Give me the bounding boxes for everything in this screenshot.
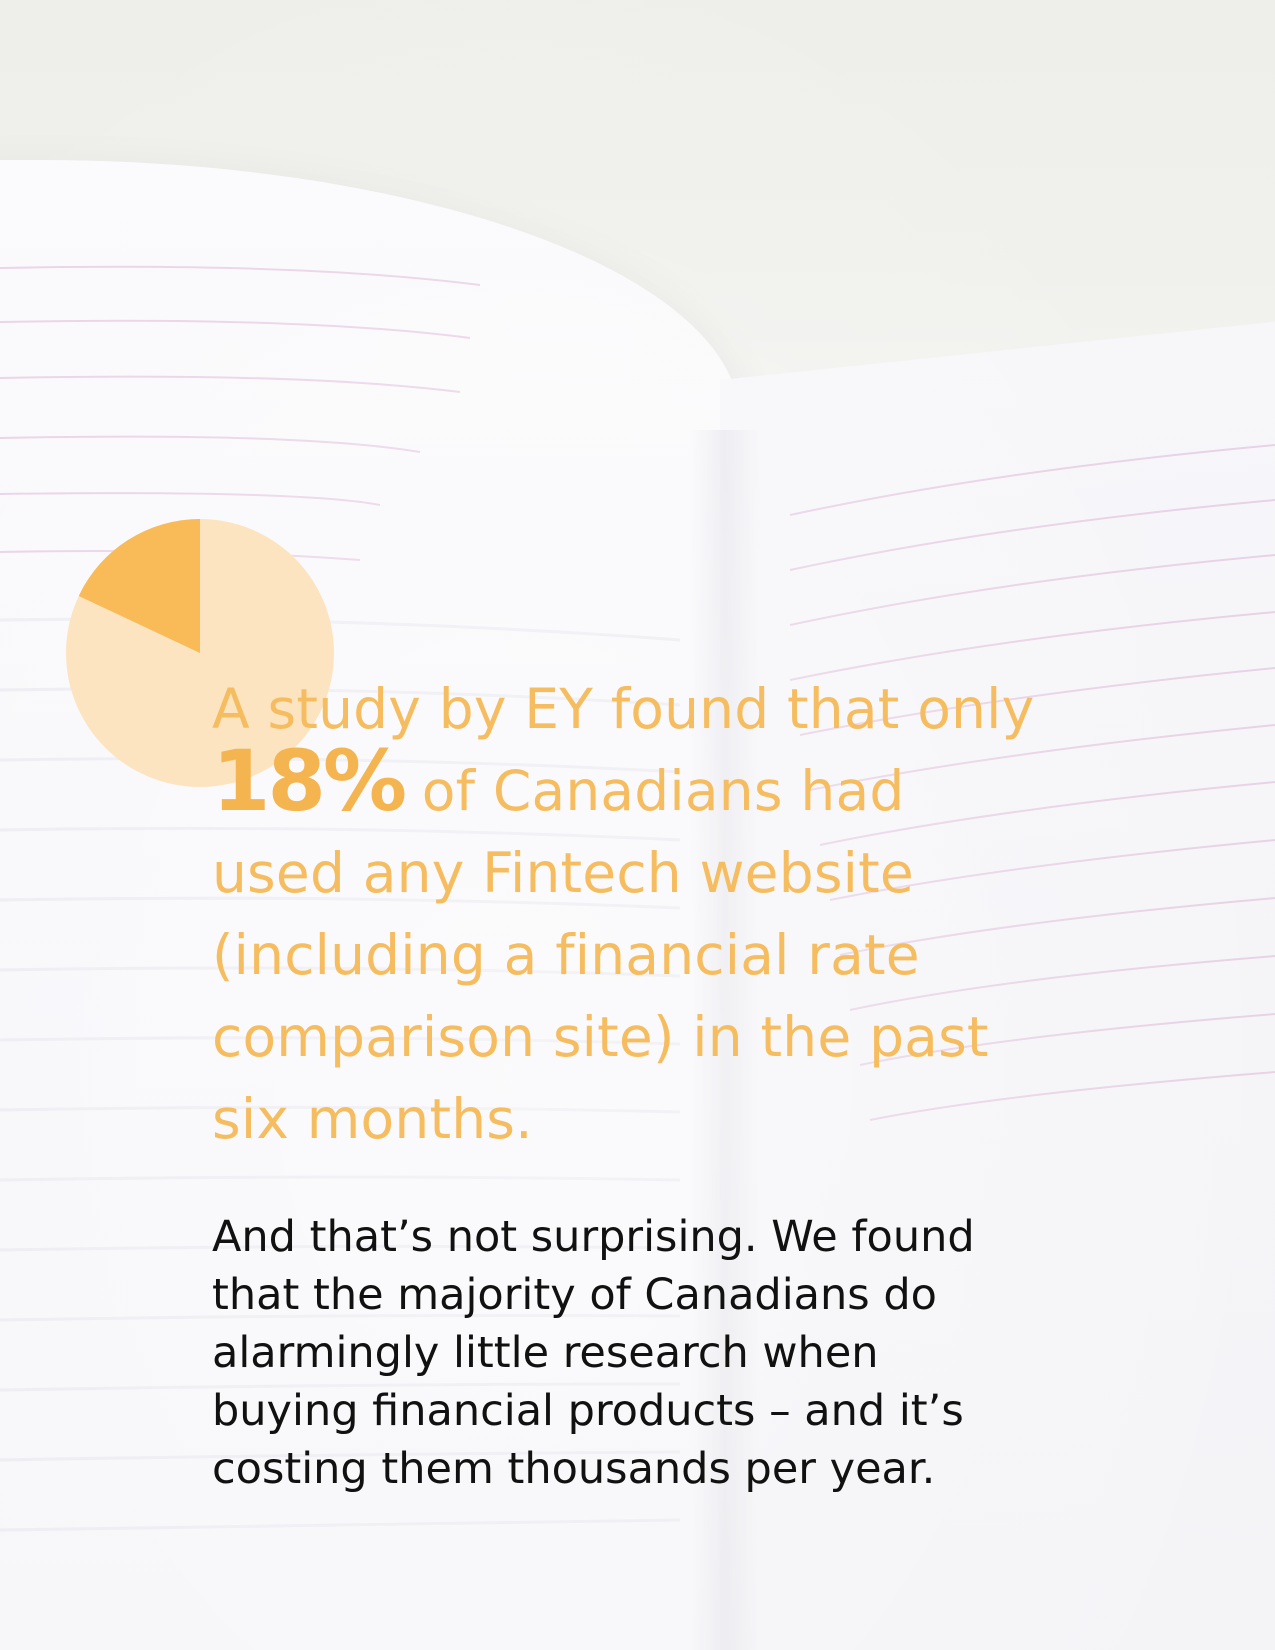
body-line-1: And that’s not surprising. We found bbox=[212, 1212, 975, 1262]
body-line-3: alarmingly little research when bbox=[212, 1328, 879, 1378]
headline-line-6: six months. bbox=[212, 1087, 533, 1151]
book-gutter bbox=[690, 430, 760, 1650]
headline-stat: 18% bbox=[212, 732, 407, 830]
headline-line-4: (including a financial rate bbox=[212, 923, 920, 987]
headline-line-2: 18% of Canadians had bbox=[212, 739, 1212, 832]
body-paragraph: And that’s not surprising. We found that… bbox=[212, 1208, 1232, 1498]
headline-line-2-text: of Canadians had bbox=[404, 759, 905, 823]
pie-slice-stat bbox=[78, 519, 200, 653]
headline-line-3: used any Fintech website bbox=[212, 841, 914, 905]
body-line-4: buying financial products – and it’s bbox=[212, 1386, 964, 1436]
headline-line-5: comparison site) in the past bbox=[212, 1005, 989, 1069]
pie-chart bbox=[66, 519, 334, 787]
body-line-2: that the majority of Canadians do bbox=[212, 1270, 937, 1320]
headline-line-1: A study by EY found that only bbox=[212, 677, 1035, 741]
body-line-5: costing them thousands per year. bbox=[212, 1444, 936, 1494]
headline: A study by EY found that only 18% of Can… bbox=[212, 668, 1212, 1160]
